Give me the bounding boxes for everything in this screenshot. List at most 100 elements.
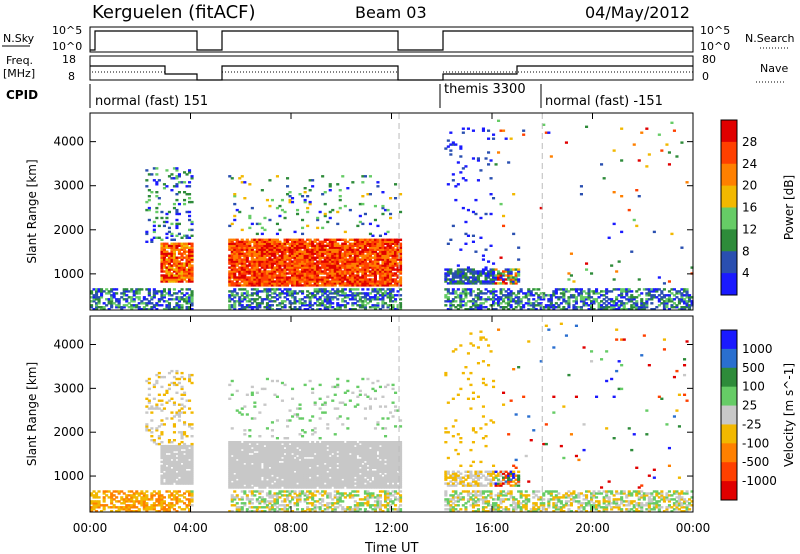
velocity-echo-cell (183, 393, 187, 396)
power-echo-cell (336, 262, 340, 265)
power-echo-cell (316, 284, 320, 287)
power-echo-cell (278, 248, 282, 251)
velocity-echo-cell (180, 456, 184, 460)
power-echo-cell (672, 298, 676, 301)
power-echo-cell (230, 244, 234, 247)
power-echo-cell (245, 304, 249, 307)
power-echo-cell (255, 274, 259, 277)
power-echo-cell (381, 242, 385, 245)
power-echo-cell (293, 292, 297, 295)
velocity-echo-cell (112, 498, 116, 501)
power-echo-cell (180, 278, 184, 281)
velocity-echo-cell (152, 441, 156, 444)
power-echo-cell (373, 254, 377, 257)
power-echo-cell (318, 254, 322, 257)
power-echo-cell (391, 274, 395, 277)
power-echo-cell (155, 206, 159, 210)
power-echo-cell (275, 266, 279, 269)
velocity-echo-cell (263, 387, 267, 391)
velocity-echo-cell (255, 456, 259, 460)
power-echo-cell (150, 306, 154, 309)
power-echo-cell (507, 272, 511, 275)
power-echo-cell (175, 185, 179, 188)
velocity-echo-cell (165, 448, 169, 452)
power-echo-cell (461, 282, 465, 285)
power-echo-cell (368, 256, 372, 259)
velocity-echo-cell (280, 490, 284, 493)
velocity-echo-cell (180, 474, 184, 477)
velocity-echo-cell (152, 383, 156, 387)
power-echo-cell (612, 149, 616, 152)
power-echo-cell (270, 250, 274, 253)
power-echo-cell (642, 288, 646, 291)
power-echo-cell (361, 254, 365, 257)
power-echo-cell (567, 302, 571, 305)
power-echo-cell (343, 304, 347, 307)
power-echo-cell (348, 274, 352, 277)
power-echo-cell (630, 306, 634, 309)
power-echo-cell (288, 288, 292, 291)
power-echo-cell (228, 240, 232, 243)
velocity-echo-cell (188, 456, 192, 460)
power-echo-cell (228, 276, 232, 279)
velocity-echo-cell (90, 508, 94, 511)
power-echo-cell (107, 290, 111, 293)
power-echo-cell (326, 272, 330, 275)
power-echo-cell (301, 232, 305, 236)
power-echo-cell (248, 242, 252, 245)
power-echo-cell (363, 250, 367, 253)
power-echo-cell (185, 308, 189, 311)
power-echo-cell (368, 270, 372, 273)
power-echo-cell (286, 262, 290, 265)
power-echo-cell (394, 262, 398, 265)
power-echo-cell (132, 290, 136, 293)
power-echo-cell (275, 240, 279, 243)
power-echo-cell (358, 262, 362, 265)
power-echo-cell (537, 294, 541, 297)
power-echo-cell (167, 254, 171, 257)
power-echo-cell (381, 294, 385, 297)
power-echo-cell (165, 220, 169, 224)
power-echo-cell (366, 282, 370, 285)
velocity-echo-cell (263, 464, 267, 467)
power-echo-cell (502, 294, 506, 297)
power-echo-cell (471, 308, 475, 311)
velocity-echo-cell (228, 441, 232, 444)
power-echo-cell (675, 306, 679, 309)
power-echo-cell (378, 234, 382, 237)
velocity-echo-cell (180, 508, 184, 511)
velocity-echo-cell (275, 456, 279, 460)
velocity-echo-cell (175, 371, 179, 375)
velocity-echo-cell (177, 454, 181, 458)
velocity-echo-cell (92, 494, 96, 497)
power-echo-cell (240, 252, 244, 255)
power-echo-cell (326, 252, 330, 255)
velocity-echo-cell (180, 431, 184, 434)
power-echo-cell (635, 296, 639, 299)
power-echo-cell (328, 280, 332, 283)
power-echo-cell (620, 159, 624, 162)
power-echo-cell (670, 304, 674, 307)
power-echo-cell (399, 294, 403, 297)
velocity-echo-cell (235, 462, 239, 466)
power-echo-cell (273, 238, 277, 241)
power-echo-cell (366, 264, 370, 267)
power-echo-cell (162, 308, 166, 311)
velocity-echo-cell (273, 446, 277, 450)
power-echo-cell (263, 238, 267, 241)
power-echo-cell (248, 214, 252, 218)
power-echo-cell (389, 240, 393, 243)
power-echo-cell (474, 212, 478, 216)
power-echo-cell (356, 252, 360, 255)
power-echo-cell (381, 278, 385, 281)
power-echo-cell (559, 296, 563, 299)
power-echo-cell (368, 222, 372, 226)
power-echo-cell (180, 244, 184, 247)
power-echo-cell (190, 234, 194, 237)
velocity-echo-cell (190, 468, 194, 471)
power-echo-cell (384, 264, 388, 267)
velocity-echo-cell (188, 478, 192, 481)
velocity-echo-cell (265, 441, 269, 444)
power-echo-cell (632, 296, 636, 299)
